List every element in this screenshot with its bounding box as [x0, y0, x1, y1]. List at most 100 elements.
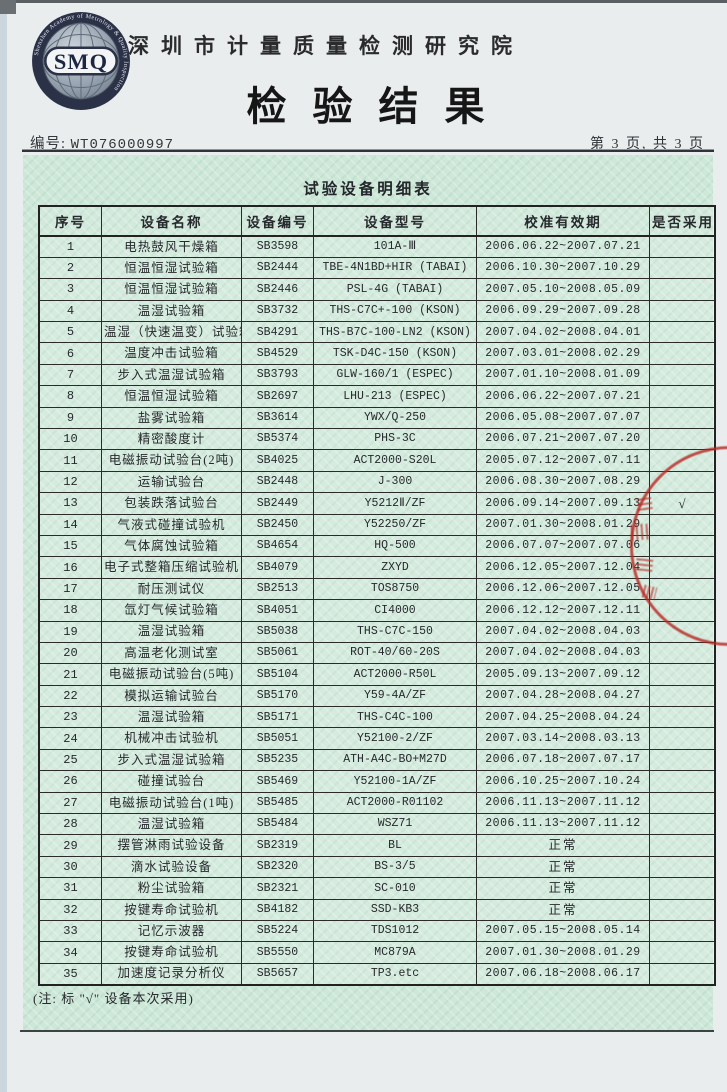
cell-code: SB5038 [241, 620, 314, 643]
cell-seq: 10 [38, 428, 102, 451]
table-row: 23 温湿试验箱 SB5171 THS-C4C-100 2007.04.25~2008.… [38, 706, 716, 729]
cell-model: TP3.etc [313, 962, 477, 986]
cell-code: SB4654 [241, 534, 314, 558]
cell-validity: 正常 [476, 877, 650, 900]
cell-seq: 6 [38, 342, 102, 365]
cell-code: SB5657 [241, 962, 314, 986]
cell-seq: 15 [38, 534, 102, 558]
cell-adopted [649, 919, 716, 943]
table-row: 2 恒温恒湿试验箱 SB2444 TBE-4N1BD+HIR (TABAI) 2006.… [38, 256, 716, 280]
cell-adopted [649, 428, 716, 451]
cell-validity: 2006.11.13~2007.11.12 [476, 813, 650, 836]
table-row: 18 氙灯气候试验箱 SB4051 CI4000 2006.12.12~2007.12.… [38, 599, 716, 622]
cell-validity: 2007.04.02~2008.04.03 [476, 641, 650, 665]
cell-seq: 9 [38, 406, 102, 430]
cell-name: 温湿（快速温变）试验箱 [101, 321, 242, 344]
cell-model: Y52100-2/ZF [313, 727, 477, 750]
table-row: 31 粉尘试验箱 SB2321 SC-010 正常 [38, 877, 716, 900]
cell-validity: 2006.06.22~2007.07.21 [476, 235, 650, 258]
cell-code: SB5469 [241, 770, 314, 793]
cell-name: 包装跌落试验台 [101, 492, 242, 515]
cell-model: HQ-500 [313, 534, 477, 558]
cell-name: 温湿试验箱 [101, 299, 242, 323]
cell-name: 电子式整箱压缩试验机 [101, 556, 242, 579]
cell-validity: 2006.09.14~2007.09.13 [476, 492, 650, 515]
cell-model: PSL-4G (TABAI) [313, 278, 477, 301]
cell-code: SB2319 [241, 834, 314, 857]
cell-model: ACT2000-R50L [313, 663, 477, 686]
cell-seq: 33 [38, 919, 102, 943]
cell-adopted [649, 278, 716, 301]
cell-code: SB2513 [241, 577, 314, 601]
cell-name: 恒温恒湿试验箱 [101, 278, 242, 301]
cell-model: THS-B7C-100-LN2 (KSON) [313, 321, 477, 344]
cell-model: MC879A [313, 941, 477, 964]
cell-model: SC-010 [313, 877, 477, 900]
cell-name: 温湿试验箱 [101, 620, 242, 643]
cell-code: SB5104 [241, 663, 314, 686]
page-title: 检验结果 [246, 84, 511, 129]
table-row: 10 精密酸度计 SB5374 PHS-3C 2006.07.21~2007.07.20 [38, 428, 716, 451]
table-row: 17 耐压测试仪 SB2513 TOS8750 2006.12.06~2007.12.0… [38, 577, 716, 601]
cell-validity: 2007.04.02~2008.04.01 [476, 321, 650, 344]
cell-code: SB5485 [241, 791, 314, 815]
cell-validity: 2007.01.10~2008.01.09 [476, 363, 650, 387]
cell-name: 运输试验台 [101, 470, 242, 494]
cell-adopted [649, 706, 716, 729]
table-row: 13 包装跌落试验台 SB2449 Y5212Ⅱ/ZF 2006.09.14~2007.… [38, 492, 716, 515]
table-row: 15 气体腐蚀试验箱 SB4654 HQ-500 2006.07.07~2007.07.… [38, 534, 716, 558]
cell-code: SB5235 [241, 748, 314, 772]
table-row: 27 电磁振动试验台(1吨) SB5485 ACT2000-R01102 2006.11… [38, 791, 716, 815]
cell-seq: 28 [38, 813, 102, 836]
cell-adopted [649, 299, 716, 323]
cell-model: ROT-40/60-20S [313, 641, 477, 665]
col-header-code: 设备编号 [241, 205, 314, 237]
cell-code: SB2446 [241, 278, 314, 301]
cell-model: BL [313, 834, 477, 857]
cell-seq: 32 [38, 898, 102, 922]
cell-code: SB2450 [241, 513, 314, 536]
table-row: 16 电子式整箱压缩试验机 SB4079 ZXYD 2006.12.05~2007.12… [38, 556, 716, 579]
cell-model: GLW-160/1 (ESPEC) [313, 363, 477, 387]
cell-model: ZXYD [313, 556, 477, 579]
table-row: 20 高温老化测试室 SB5061 ROT-40/60-20S 2007.04.02~2… [38, 641, 716, 665]
cell-name: 模拟运输试验台 [101, 684, 242, 708]
logo-text: SMQ [54, 49, 108, 74]
cell-name: 高温老化测试室 [101, 641, 242, 665]
cell-model: CI4000 [313, 599, 477, 622]
table-row: 9 盐雾试验箱 SB3614 YWX/Q-250 2006.05.08~2007.07.… [38, 406, 716, 430]
cell-seq: 20 [38, 641, 102, 665]
table-row: 29 摆管淋雨试验设备 SB2319 BL 正常 [38, 834, 716, 857]
cell-validity: 2006.05.08~2007.07.07 [476, 406, 650, 430]
footer-note: (注: 标 "√" 设备本次采用) [33, 991, 194, 1006]
col-header-seq: 序号 [38, 205, 102, 237]
cell-name: 按键寿命试验机 [101, 898, 242, 922]
cell-validity: 2006.09.29~2007.09.28 [476, 299, 650, 323]
cell-seq: 19 [38, 620, 102, 643]
cell-name: 电磁振动试验台(5吨) [101, 663, 242, 686]
cell-seq: 13 [38, 492, 102, 515]
cell-validity: 2007.04.25~2008.04.24 [476, 706, 650, 729]
cell-adopted [649, 855, 716, 879]
cell-adopted [649, 641, 716, 665]
table-row: 4 温湿试验箱 SB3732 THS-C7C+-100 (KSON) 2006.09.2… [38, 299, 716, 323]
col-header-validity: 校准有效期 [476, 205, 650, 237]
cell-model: TDS1012 [313, 919, 477, 943]
institute-name: 深圳市计量质量检测研究院 [128, 34, 524, 58]
cell-name: 加速度记录分析仪 [101, 962, 242, 986]
cell-name: 步入式温湿试验箱 [101, 363, 242, 387]
col-header-adopted: 是否采用 [649, 205, 716, 237]
document-number-label: 编号: [30, 136, 67, 152]
cell-seq: 26 [38, 770, 102, 793]
cell-seq: 16 [38, 556, 102, 579]
cell-adopted [649, 962, 716, 986]
cell-name: 电热鼓风干燥箱 [101, 235, 242, 258]
table-row: 22 模拟运输试验台 SB5170 Y59-4A/ZF 2007.04.28~2008.… [38, 684, 716, 708]
equipment-table: 序号 设备名称 设备编号 设备型号 校准有效期 是否采用 1 电热鼓风干燥箱 SB3… [38, 205, 716, 986]
seal-fragment [636, 497, 653, 511]
cell-model: Y59-4A/ZF [313, 684, 477, 708]
cell-code: SB3732 [241, 299, 314, 323]
cell-validity: 2006.06.22~2007.07.21 [476, 385, 650, 408]
cell-validity: 2005.09.13~2007.09.12 [476, 663, 650, 686]
